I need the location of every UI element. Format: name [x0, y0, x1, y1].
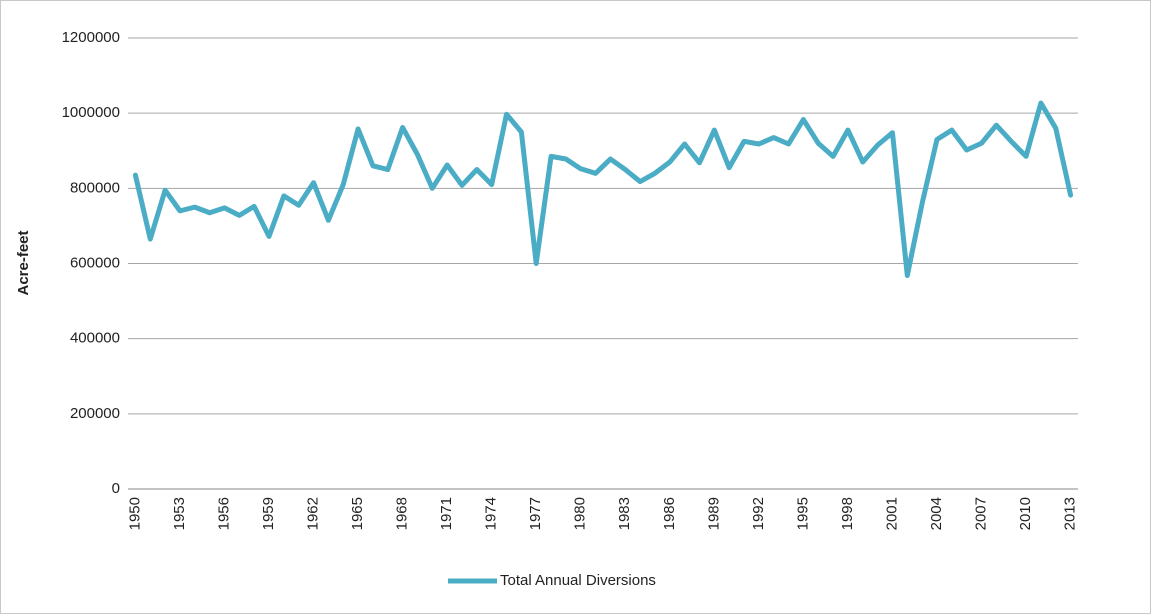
x-tick-label: 2004	[928, 497, 945, 530]
x-tick-label: 1998	[839, 497, 856, 530]
x-tick-label: 1989	[705, 497, 722, 530]
x-tick-label: 1974	[483, 497, 500, 530]
x-tick-label: 2007	[972, 497, 989, 530]
data-line	[132, 100, 1074, 279]
x-tick-label: 2013	[1062, 497, 1079, 530]
y-tick-label: 1000000	[62, 104, 120, 121]
legend-label: Total Annual Diversions	[500, 572, 656, 589]
x-tick-label: 1992	[750, 497, 767, 530]
x-tick-label: 1980	[572, 497, 589, 530]
x-tick-label: 1950	[126, 497, 143, 530]
x-tick-label: 1995	[794, 497, 811, 530]
x-tick-label: 1983	[616, 497, 633, 530]
x-tick-label: 1977	[527, 497, 544, 530]
x-tick-label: 1953	[171, 497, 188, 530]
x-tick-label: 1962	[305, 497, 322, 530]
y-tick-label: 200000	[70, 405, 120, 422]
x-tick-label: 1956	[215, 497, 232, 530]
x-tick-label: 2001	[883, 497, 900, 530]
x-tick-label: 1959	[260, 497, 277, 530]
y-axis-label: Acre-feet	[15, 230, 32, 295]
y-tick-label: 400000	[70, 330, 120, 347]
y-tick-label: 1200000	[62, 29, 120, 46]
y-tick-label: 0	[112, 480, 120, 497]
x-tick-label: 1968	[394, 497, 411, 530]
x-tick-label: 1986	[661, 497, 678, 530]
x-tick-label: 1965	[349, 497, 366, 530]
y-tick-label: 800000	[70, 179, 120, 196]
x-tick-label: 1971	[438, 497, 455, 530]
y-tick-label: 600000	[70, 254, 120, 271]
x-tick-label: 2010	[1017, 497, 1034, 530]
